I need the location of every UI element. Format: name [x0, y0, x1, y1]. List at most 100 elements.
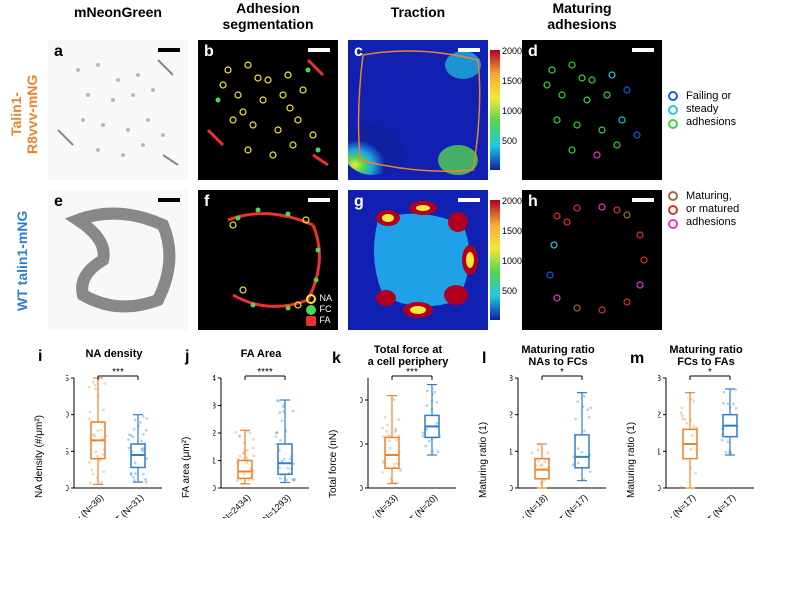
chart-j-title: FA Area — [195, 348, 327, 360]
panel-b-scalebar — [308, 48, 330, 52]
svg-text:0.3: 0.3 — [510, 374, 514, 383]
panel-g-letter: g — [354, 193, 364, 211]
chart-i: i NA density NA density (#/μm²) 00.050.1… — [38, 348, 170, 588]
chart-k-ylabel: Total force (nN) — [328, 388, 339, 498]
svg-text:****: **** — [257, 368, 273, 378]
cb-tick-1000: 1000 — [502, 106, 522, 116]
panel-g: g — [348, 190, 488, 330]
col4-header: Maturing adhesions — [512, 0, 652, 32]
svg-text:0.2: 0.2 — [510, 411, 514, 420]
panel-b: b — [198, 40, 338, 180]
svg-text:0.05: 0.05 — [66, 447, 70, 456]
chart-i-letter: i — [38, 348, 42, 366]
panel-c: c — [348, 40, 488, 180]
svg-text:4: 4 — [213, 374, 217, 383]
chart-j-ylabel: FA area (μm²) — [181, 388, 192, 498]
colorbar-g: 2000 1500 1000 500 — [490, 200, 500, 320]
svg-text:***: *** — [112, 368, 124, 378]
svg-text:WT (N=17): WT (N=17) — [551, 492, 589, 518]
svg-text:*: * — [708, 368, 712, 378]
colorbar-c: 2000 1500 1000 500 — [490, 50, 500, 170]
svg-text:3: 3 — [213, 402, 217, 411]
row2-label: WT talin1-mNG — [14, 196, 30, 326]
panel-d: d — [522, 40, 662, 180]
chart-m-svg: 0 0.1 0.2 0.3 R8vvv (N=17)WT (N=17) * — [658, 368, 758, 518]
svg-text:R8vvv (N=17): R8vvv (N=17) — [658, 492, 697, 518]
panel-f-scalebar — [308, 198, 330, 202]
chart-l-ylabel: Maturing ratio (1) — [478, 388, 489, 498]
svg-text:R8vvv (N=18): R8vvv (N=18) — [510, 492, 549, 518]
panel-a: a — [48, 40, 188, 180]
cb-tick-1500: 1500 — [502, 76, 522, 86]
svg-text:0: 0 — [66, 484, 70, 493]
chart-j-svg: 01234R8vvv (N=2434)WT (N=1293)**** — [213, 368, 313, 518]
cb-tick-2000: 2000 — [502, 46, 522, 56]
svg-text:R8vvv (N=33): R8vvv (N=33) — [360, 492, 399, 518]
chart-l-svg: 0 0.1 0.2 0.3 R8vvv (N=18)WT (N=17) * — [510, 368, 610, 518]
seg-fc: FC — [319, 304, 331, 314]
svg-text:0.1: 0.1 — [658, 447, 662, 456]
seg-na: NA — [319, 293, 332, 303]
panel-h-scalebar — [632, 198, 654, 202]
adhesion-legend-2: Maturing, or matured adhesions — [668, 190, 788, 232]
svg-text:WT (N=1293): WT (N=1293) — [247, 492, 292, 518]
svg-text:0: 0 — [213, 484, 217, 493]
row1-label: Talin1- R8vvv-mNG — [8, 54, 40, 174]
panel-e-letter: e — [54, 193, 63, 211]
panel-a-letter: a — [54, 43, 63, 61]
chart-k-title: Total force at a cell periphery — [342, 344, 474, 368]
panel-c-scalebar — [458, 48, 480, 52]
panel-d-letter: d — [528, 43, 538, 61]
panel-h-letter: h — [528, 193, 538, 211]
chart-k-svg: 0 100 200 R8vvv (N=33)WT (N=20) *** — [360, 368, 460, 518]
svg-text:0.2: 0.2 — [658, 411, 662, 420]
adhesion-legend: Failing or steady adhesions — [668, 90, 788, 132]
seg-fa: FA — [319, 315, 330, 325]
col1-header: mNeonGreen — [48, 4, 188, 20]
panel-b-letter: b — [204, 43, 214, 61]
chart-i-svg: 0 0.05 0.10 0.15 R8vvv (N=36)WT (N=31) *** — [66, 368, 166, 518]
svg-text:WT (N=17): WT (N=17) — [699, 492, 737, 518]
svg-text:100: 100 — [360, 440, 364, 449]
chart-l-title: Maturing ratio NAs to FCs — [492, 344, 624, 368]
svg-text:0.3: 0.3 — [658, 374, 662, 383]
svg-text:*: * — [560, 368, 564, 378]
chart-j: j FA Area FA area (μm²) 01234R8vvv (N=24… — [185, 348, 317, 588]
cb-tick-500: 500 — [502, 136, 517, 146]
chart-k: k Total force at a cell periphery Total … — [332, 344, 464, 584]
chart-i-title: NA density — [48, 348, 180, 360]
svg-text:0.1: 0.1 — [510, 447, 514, 456]
svg-text:WT (N=20): WT (N=20) — [401, 492, 439, 518]
chart-i-ylabel: NA density (#/μm²) — [34, 388, 45, 498]
svg-text:0: 0 — [510, 484, 514, 493]
panel-f-letter: f — [204, 193, 209, 211]
svg-text:0: 0 — [658, 484, 662, 493]
col2-header: Adhesion segmentation — [198, 0, 338, 32]
svg-text:0: 0 — [360, 484, 364, 493]
chart-k-letter: k — [332, 350, 341, 368]
panel-f: f NA FC FA — [198, 190, 338, 330]
panel-g-scalebar — [458, 198, 480, 202]
svg-text:0.10: 0.10 — [66, 411, 70, 420]
panel-d-scalebar — [632, 48, 654, 52]
svg-text:2: 2 — [213, 429, 217, 438]
chart-j-letter: j — [185, 348, 189, 366]
svg-text:200: 200 — [360, 396, 364, 405]
seg-legend: NA FC FA — [306, 293, 332, 326]
svg-text:***: *** — [406, 368, 418, 378]
chart-m: m Maturing ratio FCs to FAs Maturing rat… — [630, 344, 762, 584]
chart-m-title: Maturing ratio FCs to FAs — [640, 344, 772, 368]
panel-e-scalebar — [158, 198, 180, 202]
panel-h: h — [522, 190, 662, 330]
svg-text:1: 1 — [213, 457, 217, 466]
panel-c-letter: c — [354, 43, 363, 61]
chart-m-ylabel: Maturing ratio (1) — [626, 388, 637, 498]
chart-l: l Maturing ratio NAs to FCs Maturing rat… — [482, 344, 614, 584]
panel-e: e — [48, 190, 188, 330]
col3-header: Traction — [348, 4, 488, 20]
svg-text:WT (N=31): WT (N=31) — [107, 492, 145, 518]
svg-text:0.15: 0.15 — [66, 374, 70, 383]
svg-text:R8vvv (N=36): R8vvv (N=36) — [66, 492, 105, 518]
panel-a-scalebar — [158, 48, 180, 52]
chart-l-letter: l — [482, 350, 486, 368]
